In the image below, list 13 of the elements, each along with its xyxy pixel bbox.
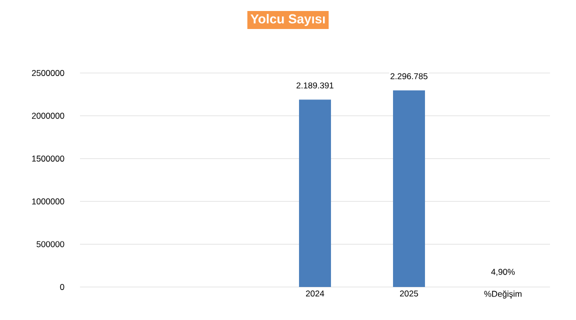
data-label: 4,90% <box>491 268 515 276</box>
data-label: 2.296.785 <box>390 73 428 80</box>
x-tick-label: 2024 <box>306 290 324 297</box>
y-tick-label: 2500000 <box>32 70 64 76</box>
y-tick-label: 1500000 <box>32 156 64 162</box>
y-tick-label: 0 <box>60 284 64 290</box>
x-tick-label: 2025 <box>400 290 418 297</box>
x-tick-label: %Değişim <box>484 290 522 299</box>
chart-title: Yolcu Sayısı <box>250 14 325 26</box>
y-tick-label: 2000000 <box>32 112 64 119</box>
y-tick-label: 500000 <box>36 241 64 248</box>
y-tick-label: 1000000 <box>32 198 64 204</box>
data-label: 2.189.391 <box>296 82 334 88</box>
